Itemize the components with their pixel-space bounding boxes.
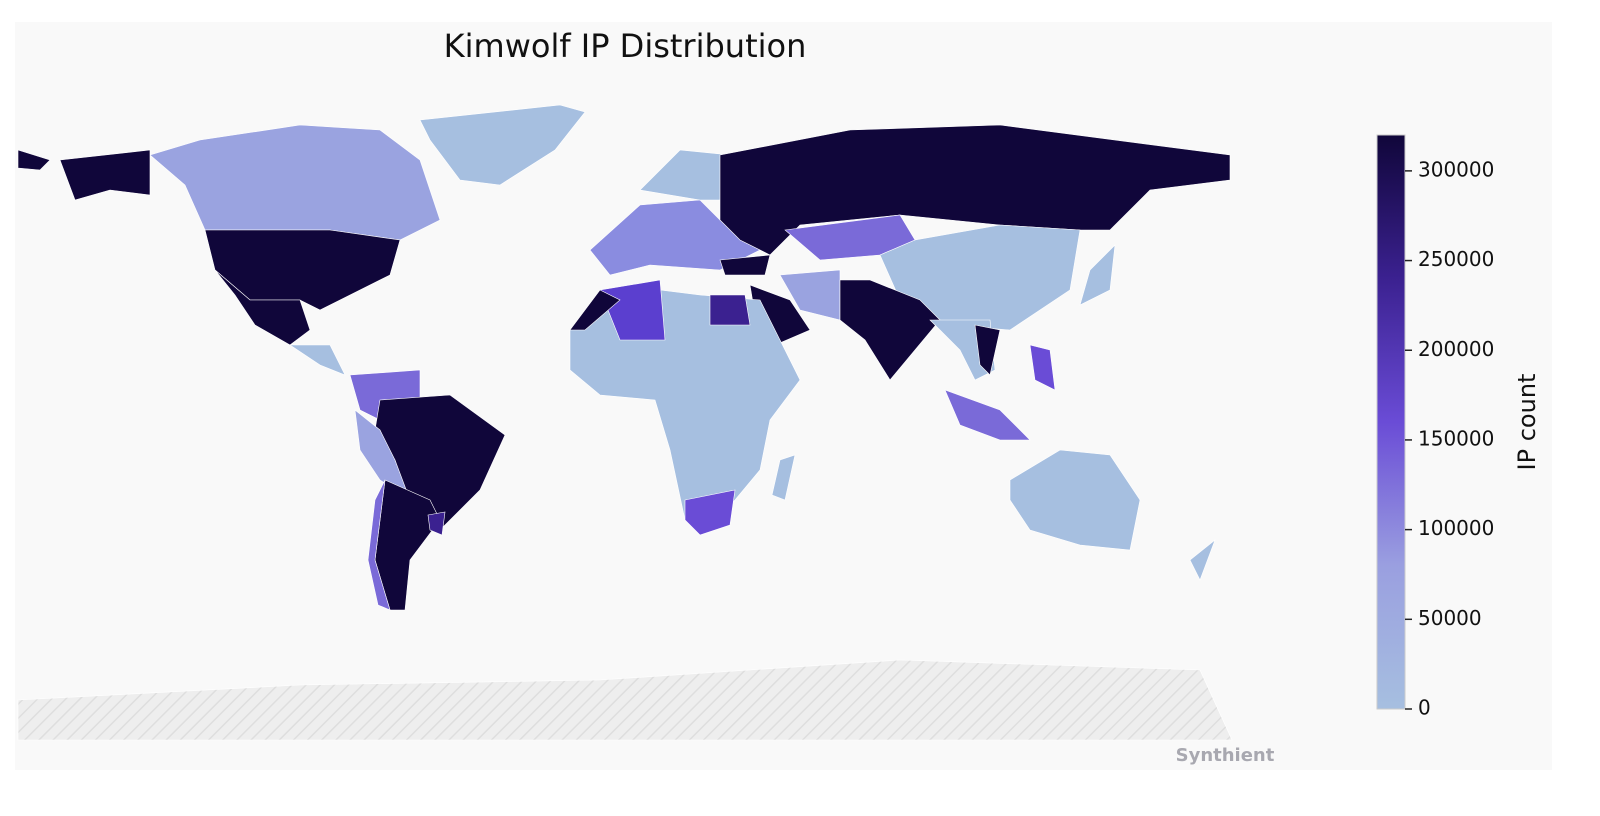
region (684, 489, 736, 536)
colorbar: 0 50000 100000 150000 200000 250000 300000 IP c… (1376, 134, 1541, 720)
region (839, 279, 941, 381)
map-title: Kimwolf IP Distribution (444, 27, 807, 65)
region (289, 344, 346, 376)
region (771, 454, 796, 501)
antarctica (17, 659, 1233, 741)
colorbar-tick-label: 250000 (1418, 247, 1494, 271)
region (17, 149, 51, 171)
region (709, 294, 751, 326)
region (1079, 244, 1116, 306)
region (59, 149, 151, 201)
colorbar-tick-label: 300000 (1418, 157, 1494, 181)
colorbar-label: IP count (1513, 374, 1541, 471)
region (569, 289, 801, 536)
region (599, 279, 666, 341)
colorbar-scale (1376, 134, 1406, 710)
region (1189, 539, 1216, 581)
colorbar-tick-label: 50000 (1418, 606, 1482, 630)
colorbar-tick-label: 150000 (1418, 426, 1494, 450)
colorbar-tick-label: 100000 (1418, 516, 1494, 540)
region (427, 511, 446, 536)
world-map (17, 104, 1233, 741)
region (1029, 344, 1056, 391)
region (367, 479, 391, 611)
region (149, 124, 441, 241)
region (214, 269, 311, 346)
colorbar-tick-label: 200000 (1418, 337, 1494, 361)
region (419, 104, 586, 186)
region (569, 289, 621, 331)
region (719, 254, 771, 276)
region (944, 389, 1031, 441)
region (974, 324, 1001, 376)
region (1009, 449, 1141, 551)
watermark: Synthient (1176, 745, 1275, 766)
colorbar-tick-label: 0 (1418, 696, 1431, 720)
